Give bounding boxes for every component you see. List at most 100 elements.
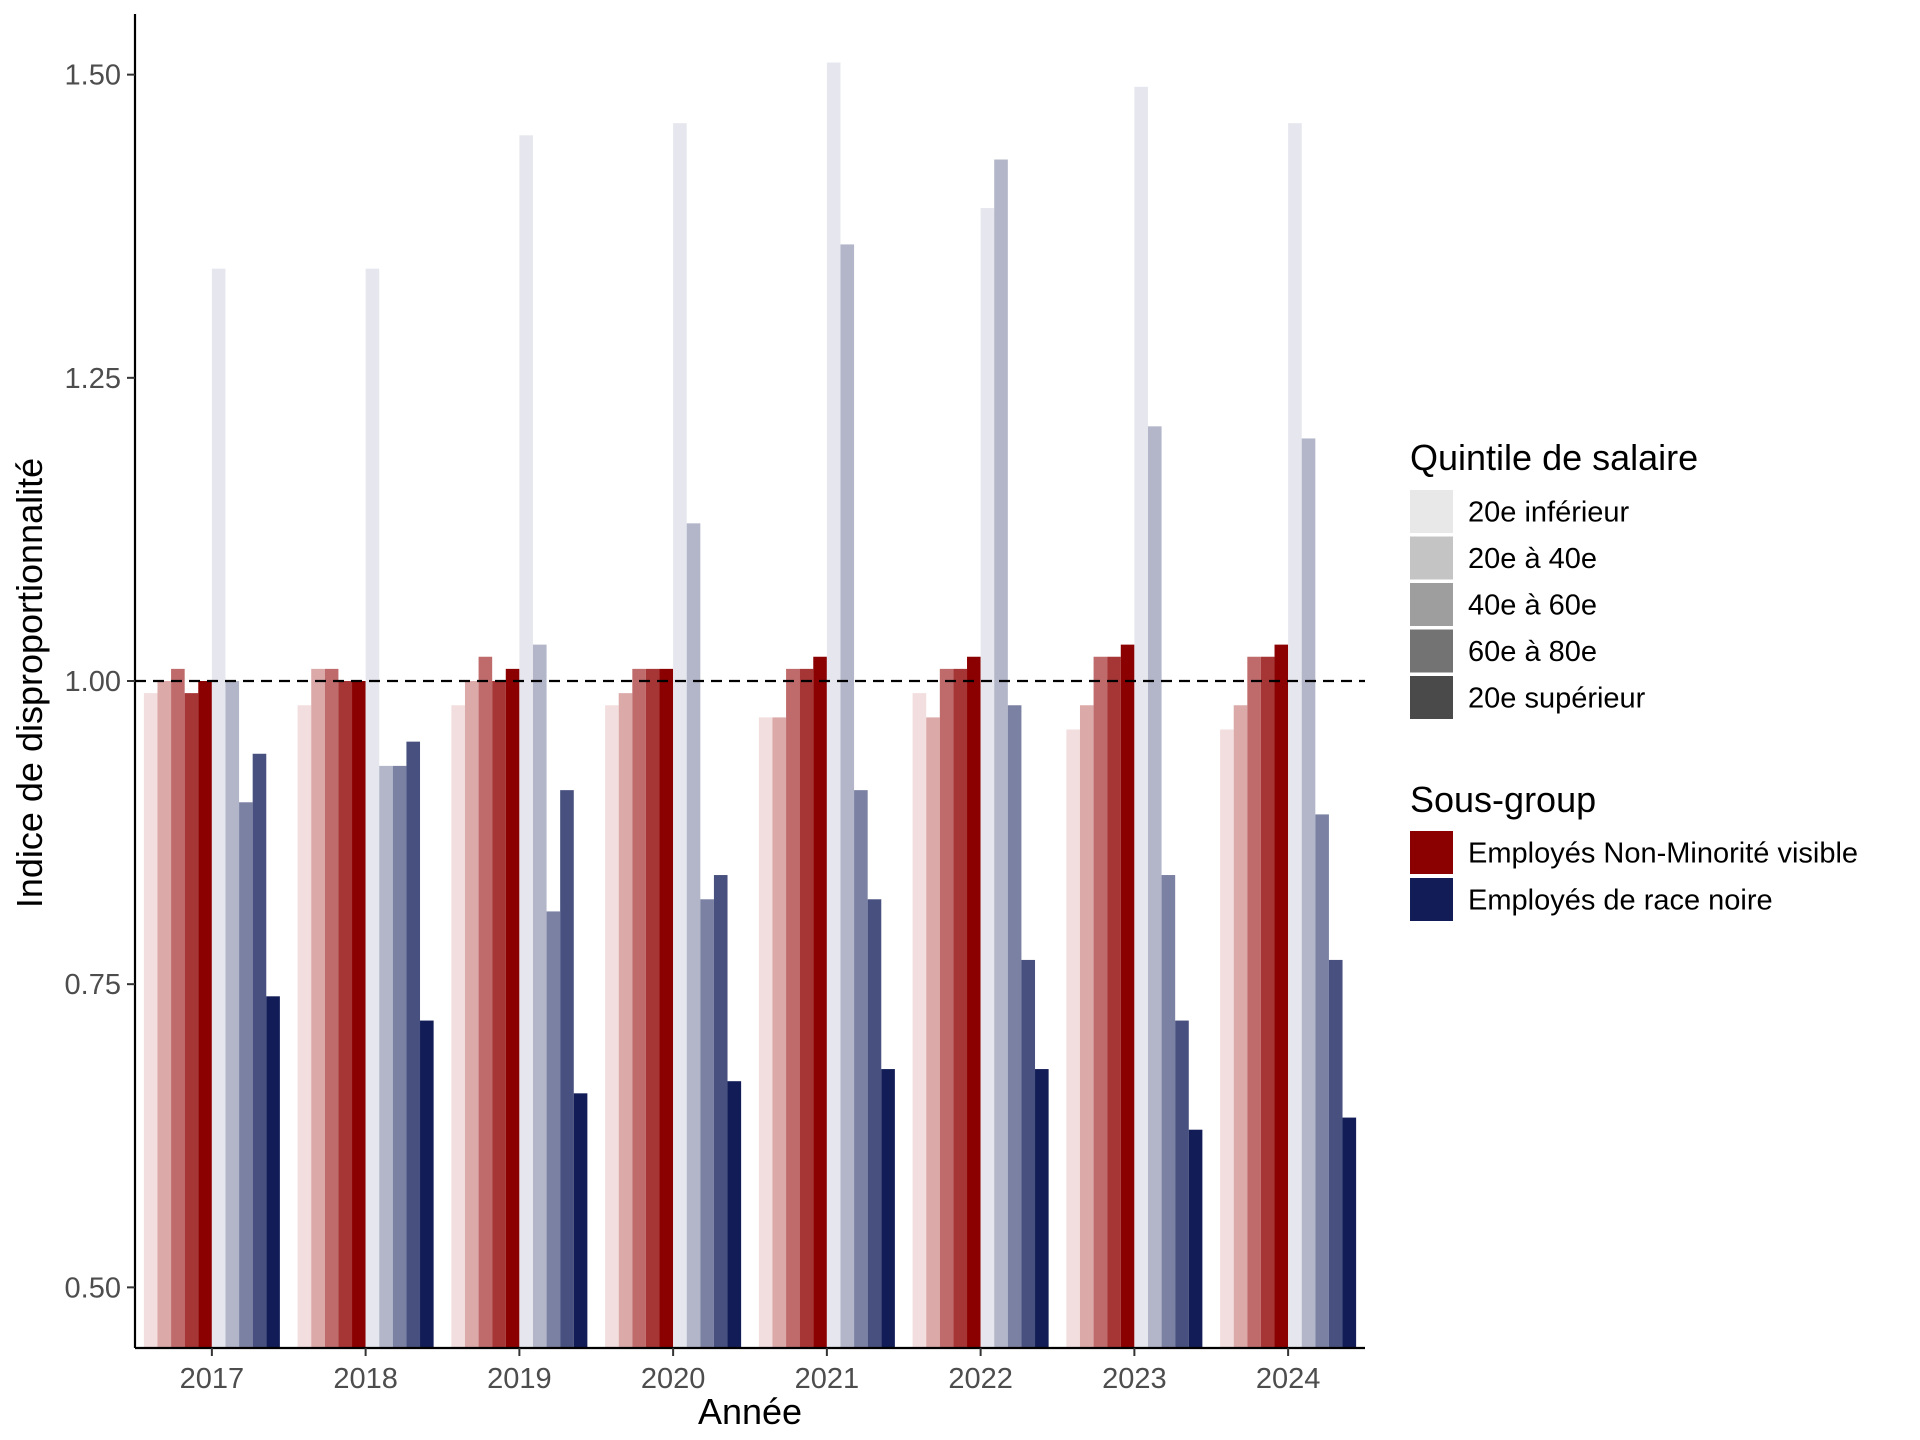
bar <box>772 717 787 1348</box>
bar <box>713 875 728 1348</box>
x-tick-label: 2020 <box>641 1363 706 1395</box>
bar <box>867 899 882 1348</box>
legend-swatch <box>1410 490 1453 533</box>
bar <box>854 790 868 1348</box>
legend-label: Employés de race noire <box>1468 885 1773 917</box>
x-tick-label: 2023 <box>1102 1363 1167 1395</box>
bar <box>478 656 493 1348</box>
bar <box>727 1081 742 1348</box>
bar <box>826 62 841 1349</box>
bar <box>406 741 421 1348</box>
legend-group: Sous-group Employés Non-Minorité visible… <box>1410 779 1858 921</box>
bar <box>1301 438 1316 1348</box>
bar <box>605 705 619 1348</box>
bar <box>1274 644 1289 1348</box>
legend-quintile-title: Quintile de salaire <box>1410 437 1698 478</box>
plot-area <box>133 14 1365 1350</box>
bar <box>225 681 240 1348</box>
bar <box>546 911 561 1348</box>
x-axis-title: Année <box>698 1391 802 1432</box>
bar <box>1107 656 1121 1348</box>
bar <box>1175 1020 1189 1348</box>
bar <box>700 899 714 1348</box>
bar <box>451 705 465 1348</box>
bar <box>994 159 1008 1349</box>
y-axis-title: Indice de disproportionnalité <box>9 458 50 908</box>
bar <box>632 668 646 1348</box>
bar <box>266 996 280 1348</box>
legend-swatch <box>1410 536 1453 580</box>
y-tick-label: 0.75 <box>65 969 121 1001</box>
bar <box>252 753 267 1348</box>
bar <box>1247 656 1261 1348</box>
bar <box>1035 1069 1049 1348</box>
bar <box>686 523 701 1348</box>
bar <box>573 1093 588 1348</box>
bar <box>1260 656 1275 1348</box>
bar <box>560 790 574 1348</box>
legend-label: Employés Non-Minorité visible <box>1468 838 1858 870</box>
bar <box>492 681 506 1348</box>
legend-label: 20e supérieur <box>1468 683 1646 715</box>
bar <box>297 705 312 1348</box>
legend-swatch <box>1410 831 1453 874</box>
legend-label: 60e à 80e <box>1468 636 1597 668</box>
legend-group-title: Sous-group <box>1410 779 1596 820</box>
bar <box>618 693 633 1348</box>
bar <box>1342 1117 1357 1348</box>
bar <box>673 123 687 1348</box>
x-tick-label: 2021 <box>795 1363 860 1395</box>
bar <box>645 668 660 1348</box>
bar <box>184 693 199 1348</box>
x-tick-label: 2019 <box>487 1363 552 1395</box>
bar <box>1120 644 1135 1348</box>
x-tick-label: 2022 <box>948 1363 1013 1395</box>
legend-label: 40e à 60e <box>1468 590 1597 622</box>
bar <box>813 656 827 1348</box>
x-tick-label: 2024 <box>1256 1363 1321 1395</box>
bar <box>1233 705 1248 1348</box>
bar <box>881 1069 895 1348</box>
bar <box>532 644 547 1348</box>
legend-swatch <box>1410 676 1453 719</box>
bar <box>338 681 353 1348</box>
y-tick-label: 1.00 <box>65 666 121 698</box>
bar <box>505 668 520 1348</box>
y-tick-label: 1.50 <box>65 60 121 92</box>
legend-quintile-items: 20e inférieur 20e à 40e 40e à 60e 60e à 80e… <box>1410 490 1646 719</box>
bar <box>392 765 407 1348</box>
bar <box>157 681 172 1348</box>
bar <box>939 668 954 1348</box>
bar <box>912 693 927 1348</box>
bar <box>352 681 366 1348</box>
bar <box>799 668 814 1348</box>
y-tick-label: 0.50 <box>65 1272 121 1304</box>
bar <box>1147 426 1162 1348</box>
bar <box>659 668 674 1348</box>
bar <box>1288 123 1302 1348</box>
bar <box>786 668 800 1348</box>
bar <box>967 656 981 1348</box>
bar <box>1328 959 1343 1348</box>
bar <box>840 244 855 1348</box>
bar <box>926 717 940 1348</box>
bar <box>1220 729 1234 1348</box>
bar <box>379 765 393 1348</box>
bar <box>1007 705 1022 1348</box>
bar <box>1161 875 1176 1348</box>
bar <box>1093 656 1108 1348</box>
legend-swatch <box>1410 878 1453 921</box>
bar <box>311 668 325 1348</box>
x-tick-labels: 2017 2018 2019 2020 2021 2022 2023 2024 <box>180 1348 1321 1395</box>
bar <box>953 668 968 1348</box>
legend-swatch <box>1410 583 1453 626</box>
bar <box>1079 705 1094 1348</box>
legend-quintile: Quintile de salaire 20e inférieur 20e à 4… <box>1410 437 1698 719</box>
bar <box>420 1020 434 1348</box>
bar <box>211 268 226 1348</box>
bar <box>143 693 158 1348</box>
bar <box>198 681 212 1348</box>
bar <box>171 668 185 1348</box>
bar <box>1021 959 1036 1348</box>
